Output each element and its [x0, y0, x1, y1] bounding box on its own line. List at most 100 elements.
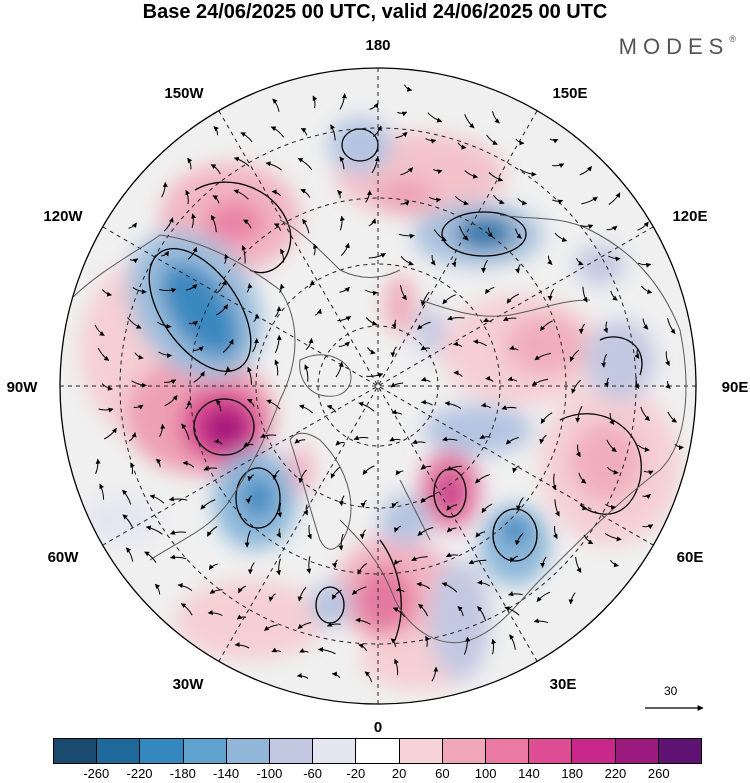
wind-vector	[568, 592, 576, 605]
wind-vector	[637, 444, 650, 453]
wind-vector	[395, 131, 408, 139]
wind-vector	[477, 580, 491, 587]
lon-label-180: 180	[365, 37, 390, 54]
colorbar-label: 260	[647, 766, 670, 781]
wind-vector	[604, 533, 622, 542]
colorbar-label: -260	[83, 766, 110, 781]
wind-vector	[575, 406, 583, 423]
wind-vector	[246, 283, 253, 293]
wind-vector	[161, 250, 170, 257]
wind-vector	[213, 438, 223, 445]
wind-vector	[338, 495, 345, 507]
wind-vector	[446, 552, 458, 558]
colorbar-swatch	[226, 739, 271, 763]
wind-vector	[643, 470, 654, 476]
wind-vector	[159, 288, 177, 293]
wind-vector	[247, 398, 255, 407]
coastline-asia	[499, 214, 687, 581]
wind-vector	[233, 189, 249, 200]
wind-vector	[244, 530, 251, 548]
anomaly-positive	[375, 179, 435, 211]
wind-vector	[457, 142, 467, 150]
wind-vector	[446, 527, 457, 533]
colorbar-label: 180	[561, 766, 584, 781]
wind-vector	[608, 192, 621, 205]
wind-vector	[515, 138, 525, 146]
wind-vector	[207, 610, 223, 616]
wind-vector	[277, 502, 282, 518]
wind-vector	[580, 224, 594, 230]
wind-vector	[98, 407, 114, 413]
wind-vector	[300, 188, 311, 198]
wind-vector	[475, 531, 486, 538]
registered-mark: ®	[729, 34, 736, 44]
colorbar-label: -60	[303, 766, 322, 781]
wind-vector	[634, 349, 640, 359]
wind-vector	[299, 648, 309, 653]
lon-label-30w: 30W	[173, 676, 205, 693]
wind-vector	[339, 156, 345, 170]
wind-vector	[453, 370, 463, 377]
wind-vector	[358, 643, 368, 651]
wind-vector	[155, 458, 162, 468]
wind-vector	[149, 494, 165, 504]
wind-vector	[330, 124, 336, 141]
contour	[559, 413, 642, 515]
wind-vector	[247, 562, 255, 575]
colorbar-swatch	[529, 739, 573, 763]
wind-vector	[297, 586, 307, 602]
wind-vector	[270, 126, 285, 138]
wind-vector	[260, 433, 277, 438]
anomaly-positive	[175, 580, 325, 660]
wind-vector	[134, 352, 144, 360]
colorbar-swatch	[486, 739, 530, 763]
wind-vector	[238, 585, 246, 594]
wind-vector	[394, 658, 399, 676]
wind-vector	[540, 556, 547, 568]
wind-vector	[216, 304, 229, 316]
wind-vector	[642, 493, 651, 500]
wind-vector	[503, 316, 517, 322]
wind-vector	[394, 525, 402, 533]
wind-vector	[247, 474, 255, 482]
wind-vector	[427, 112, 443, 123]
wind-vector	[240, 132, 253, 143]
wind-vector	[486, 134, 498, 145]
wind-vector	[317, 647, 336, 655]
wind-vector	[331, 559, 338, 569]
wind-vector	[491, 638, 497, 655]
wind-vector	[271, 189, 282, 197]
wind-vector	[504, 606, 520, 616]
wind-vector	[122, 514, 133, 528]
wind-vector	[578, 472, 587, 484]
lon-label-60e: 60E	[677, 549, 704, 566]
wind-vector	[642, 524, 654, 530]
wind-vector	[180, 603, 193, 616]
wind-vector	[397, 111, 408, 117]
wind-vector	[210, 164, 221, 175]
wind-vector	[331, 589, 342, 600]
wind-vector	[412, 439, 426, 445]
wind-vector	[420, 345, 431, 351]
wind-vector	[274, 306, 282, 318]
coastline-north-america	[69, 234, 296, 561]
contour	[235, 467, 281, 529]
wind-vector	[640, 406, 650, 421]
anomaly-positive	[570, 422, 640, 502]
wind-vector	[515, 264, 521, 274]
map-border	[59, 67, 697, 705]
wind-vector	[368, 218, 377, 227]
wind-vector	[667, 317, 676, 334]
wind-vector	[331, 671, 341, 679]
wind-vector	[606, 225, 618, 231]
colorbar	[53, 738, 702, 764]
anomaly-negative	[310, 583, 350, 627]
wind-vector	[451, 258, 457, 268]
coastline-arctic-islands	[299, 354, 352, 397]
wind-vector	[131, 380, 147, 388]
anomaly-positive	[505, 315, 585, 375]
wind-vector	[400, 285, 407, 301]
wind-vector	[400, 167, 414, 176]
wind-vector	[484, 286, 495, 295]
colorbar-swatch	[442, 739, 487, 763]
